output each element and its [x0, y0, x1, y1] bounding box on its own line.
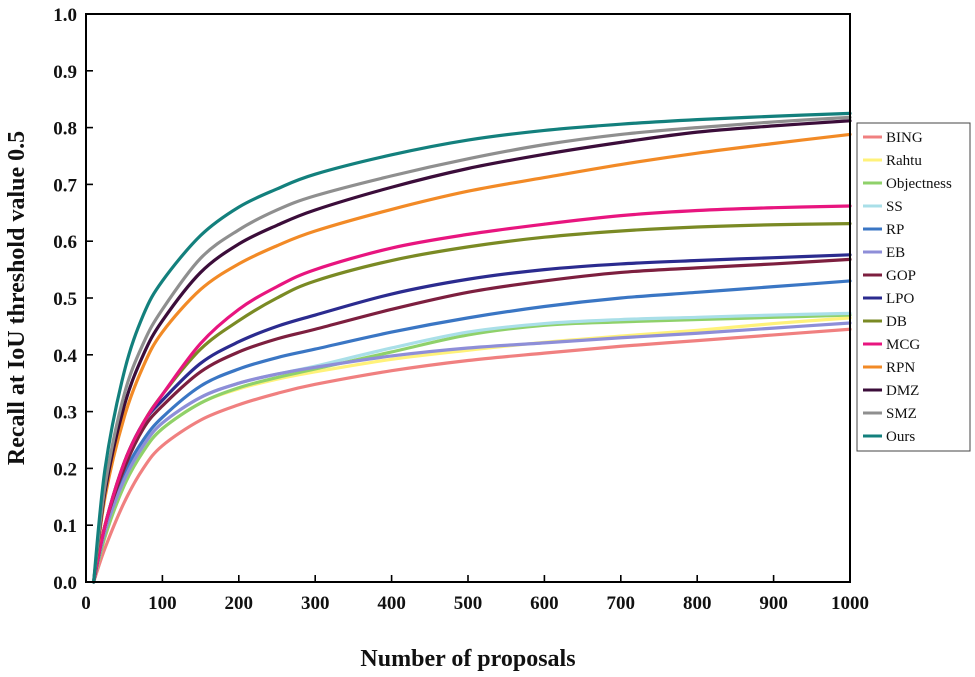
plot-area-frame — [85, 13, 851, 583]
legend-box — [856, 122, 971, 452]
x-tick-label: 300 — [301, 593, 330, 614]
legend-label-gop: GOP — [886, 268, 916, 284]
series-line-smz — [92, 115, 852, 584]
y-tick-label: 0.4 — [53, 346, 77, 367]
legend-label-ss: SS — [886, 199, 903, 215]
y-tick-label: 0.0 — [53, 573, 77, 594]
y-tick-label: 0.2 — [53, 459, 77, 480]
series-line-ours — [92, 111, 852, 584]
x-tick-label: 900 — [759, 593, 788, 614]
series-line-dmz — [92, 119, 852, 584]
series-line-eb — [92, 321, 852, 584]
series-line-bing — [92, 327, 852, 584]
x-tick-label: 400 — [377, 593, 406, 614]
y-tick-label: 0.5 — [53, 289, 77, 310]
x-tick-label: 700 — [607, 593, 636, 614]
legend-label-smz: SMZ — [886, 406, 917, 422]
y-tick-label: 0.7 — [53, 175, 77, 196]
x-tick-label: 200 — [225, 593, 254, 614]
y-axis-title: Recall at IoU threshold value 0.5 — [4, 131, 30, 465]
x-tick-label: 100 — [148, 593, 177, 614]
series-curves — [92, 111, 852, 584]
legend-label-mcg: MCG — [886, 337, 920, 353]
x-tick-label: 0 — [81, 593, 91, 614]
series-line-mcg — [92, 204, 852, 584]
series-line-gop — [92, 257, 852, 584]
y-tick-label: 0.9 — [53, 62, 77, 83]
x-tick-label: 600 — [530, 593, 559, 614]
legend-label-db: DB — [886, 314, 907, 330]
series-line-objectness — [92, 313, 852, 584]
legend: BING Rahtu Objectness SS RP EB GOP LPO DB MCG RPN D… — [856, 122, 971, 452]
y-tick-label: 0.3 — [53, 403, 77, 424]
series-line-rpn — [92, 132, 852, 584]
legend-label-rp: RP — [886, 222, 904, 238]
x-axis-title: Number of proposals — [360, 646, 575, 672]
legend-label-eb: EB — [886, 245, 905, 261]
axis-ticks: 0 100 200 300 400 500 600 700 800 900 1000 0.0 0.1 0.… — [53, 5, 869, 614]
x-tick-label: 800 — [683, 593, 712, 614]
legend-label-rahtu: Rahtu — [886, 153, 922, 169]
legend-label-bing: BING — [886, 130, 923, 146]
legend-label-lpo: LPO — [886, 291, 915, 307]
legend-label-objectness: Objectness — [886, 176, 952, 192]
legend-label-ours: Ours — [886, 429, 915, 445]
y-tick-label: 0.6 — [53, 232, 77, 253]
series-line-ss — [92, 311, 852, 584]
x-tick-label: 1000 — [831, 593, 869, 614]
x-tick-label: 500 — [454, 593, 483, 614]
legend-label-rpn: RPN — [886, 360, 915, 376]
legend-label-dmz: DMZ — [886, 383, 919, 399]
series-line-rp — [92, 279, 852, 584]
y-tick-label: 0.1 — [53, 516, 77, 537]
y-tick-label: 0.8 — [53, 119, 77, 140]
y-tick-label: 1.0 — [53, 5, 77, 26]
